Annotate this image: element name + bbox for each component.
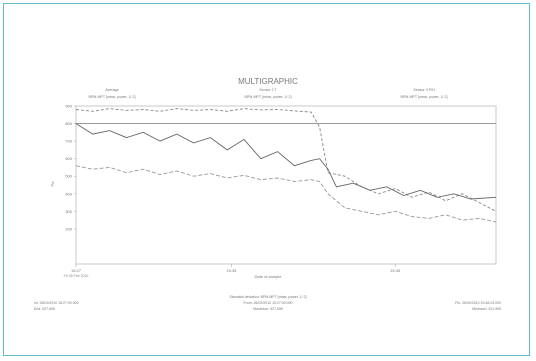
y-axis: 200 300 400 500 600 700 800 900 — [65, 104, 76, 231]
series-line-3 — [75, 165, 497, 223]
x-tick-label-0: 15:27 — [71, 268, 82, 273]
y-tick-label-7: 900 — [65, 104, 72, 109]
x-tick-label-1: 15:35 — [226, 268, 237, 273]
footer-left-1: Ini: 26/02/2010 15:27:00.000 — [34, 301, 79, 305]
screenshot-frame: MULTIGRAPHIC Average BPM-MPT [mbar, powe… — [3, 3, 530, 356]
legend: Average BPM-MPT [mbar, power, 1/ 2] Sens… — [88, 88, 447, 99]
legend-label-2: BPM-MPT [mbar, power, 1/ 2] — [244, 95, 291, 99]
y-tick-label-3: 500 — [65, 174, 72, 179]
legend-label-1: BPM-MPT [mbar, power, 1/ 2] — [88, 95, 135, 99]
footer: Standard deviation: BPM-MPT [mbar, power… — [34, 295, 501, 311]
plot-frame — [75, 105, 497, 265]
footer-center-1: Standard deviation: BPM-MPT [mbar, power… — [230, 295, 307, 299]
footer-center-2: From: 26/02/2010 15:27:00.000 — [243, 301, 292, 305]
legend-heading-2: Sensor 2 T — [259, 88, 277, 92]
footer-right-2: Minimum: 201.905 — [472, 307, 501, 311]
legend-heading-1: Average — [105, 88, 118, 92]
chart-title: MULTIGRAPHIC — [238, 77, 298, 86]
y-tick-label-1: 300 — [65, 209, 72, 214]
y-tick-label-0: 200 — [65, 226, 72, 231]
legend-label-3: BPM-MPT [mbar, power, 1/ 2] — [400, 95, 447, 99]
x-tick-sublabel-0: Fri 26 Feb 2010 — [64, 274, 89, 278]
x-tick-label-2: 15:45 — [390, 268, 401, 273]
footer-right-1: Fin: 26/02/2010 15:48:23.000 — [455, 301, 501, 305]
y-tick-label-4: 600 — [65, 156, 72, 161]
footer-left-2: End: 927.695 — [34, 307, 55, 311]
chart: MULTIGRAPHIC Average BPM-MPT [mbar, powe… — [34, 77, 501, 311]
legend-heading-3: Sensor 3 P/H — [413, 88, 435, 92]
x-axis-label: Date of sample — [255, 274, 283, 279]
y-tick-label-6: 800 — [65, 121, 72, 126]
footer-center-3: Maximum: 927.695 — [253, 307, 283, 311]
y-tick-label-2: 400 — [65, 191, 72, 196]
series-line-2 — [75, 123, 497, 200]
series-group — [75, 108, 497, 223]
y-tick-label-5: 700 — [65, 139, 72, 144]
y-axis-label: Pa — [50, 181, 55, 187]
